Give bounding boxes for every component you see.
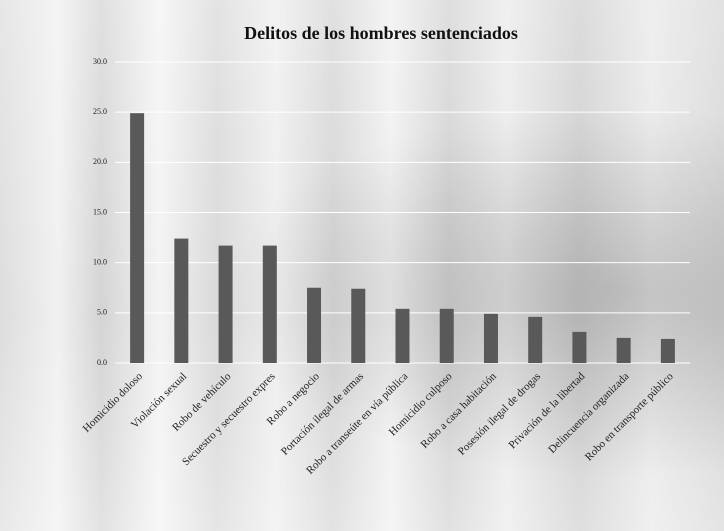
bar [262,245,277,363]
bar [130,113,145,363]
x-tick-label: Privación de la libertad [506,370,587,451]
x-tick-label: Posesión ilegal de drogas [456,370,543,457]
x-tick-label: Robo a casa habitación [418,370,499,451]
x-tick-label: Portación ilegal de armas [279,370,366,457]
bar [483,313,498,363]
y-tick-label: 25.0 [93,107,107,116]
x-tick-label: Secuestro y secuestro expres [180,370,278,468]
x-tick-label: Robo en transporte público [583,370,676,463]
bar [439,308,454,363]
bar [174,238,189,363]
y-tick-label: 0.0 [97,358,107,367]
y-tick-label: 10.0 [93,257,107,266]
chart-title: Delitos de los hombres sentenciados [244,23,518,43]
bar [528,316,543,363]
bar [660,338,675,363]
y-tick-label: 15.0 [93,207,107,216]
bar [307,287,322,363]
y-tick-label: 5.0 [97,308,107,317]
bar [218,245,233,363]
bar [395,308,410,363]
bar [351,288,366,363]
y-tick-label: 20.0 [93,157,107,166]
x-tick-label: Delincuencia organizada [546,370,632,456]
bar [616,337,631,363]
bar [572,331,587,363]
y-tick-label: 30.0 [93,57,107,66]
